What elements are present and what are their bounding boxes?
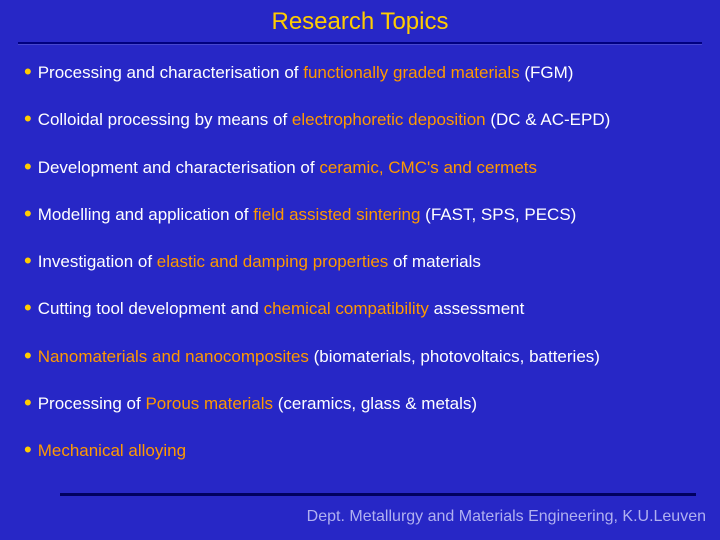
list-item-text: Colloidal processing by means of electro…: [38, 109, 611, 130]
list-item: • Nanomaterials and nanocomposites (bioma…: [24, 346, 696, 367]
list-item-text: Mechanical alloying: [38, 440, 186, 461]
list-item: • Development and characterisation of cer…: [24, 157, 696, 178]
bullet-icon: •: [24, 347, 32, 365]
bullet-icon: •: [24, 63, 32, 81]
bullet-icon: •: [24, 158, 32, 176]
list-item-text: Processing and characterisation of funct…: [38, 62, 574, 83]
bullet-icon: •: [24, 110, 32, 128]
bullet-icon: •: [24, 299, 32, 317]
list-item: • Processing and characterisation of func…: [24, 62, 696, 83]
list-item: • Colloidal processing by means of electr…: [24, 109, 696, 130]
bullet-icon: •: [24, 205, 32, 223]
list-item-text: Processing of Porous materials (ceramics…: [38, 393, 477, 414]
bullet-list: • Processing and characterisation of func…: [0, 44, 720, 461]
list-item: • Investigation of elastic and damping pr…: [24, 251, 696, 272]
list-item: • Mechanical alloying: [24, 440, 696, 461]
list-item-text: Nanomaterials and nanocomposites (biomat…: [38, 346, 600, 367]
list-item: • Cutting tool development and chemical c…: [24, 298, 696, 319]
list-item-text: Development and characterisation of cera…: [38, 157, 537, 178]
bullet-icon: •: [24, 394, 32, 412]
footer-text: Dept. Metallurgy and Materials Engineeri…: [307, 508, 706, 526]
list-item-text: Modelling and application of field assis…: [38, 204, 577, 225]
list-item-text: Investigation of elastic and damping pro…: [38, 251, 481, 272]
list-item: • Modelling and application of field assi…: [24, 204, 696, 225]
footer-divider: [60, 493, 696, 496]
bullet-icon: •: [24, 441, 32, 459]
list-item: • Processing of Porous materials (ceramic…: [24, 393, 696, 414]
slide-title: Research Topics: [0, 0, 720, 42]
bullet-icon: •: [24, 252, 32, 270]
list-item-text: Cutting tool development and chemical co…: [38, 298, 525, 319]
